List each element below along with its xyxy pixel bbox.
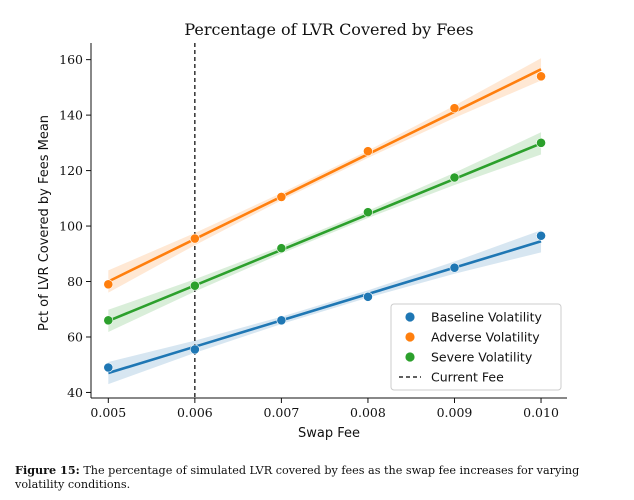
- y-tick-label-4: 120: [59, 163, 83, 178]
- legend-label-3: Current Fee: [431, 370, 504, 385]
- y-tick-label-1: 60: [67, 329, 83, 344]
- legend-label-2: Severe Volatility: [431, 350, 533, 365]
- y-axis-label: Pct of LVR Covered by Fees Mean: [37, 115, 52, 331]
- y-tick-label-0: 40: [67, 385, 83, 400]
- data-point-0-3: [363, 291, 373, 302]
- caption-text: The percentage of simulated LVR covered …: [15, 464, 580, 491]
- data-point-2-3: [363, 207, 373, 218]
- regression-line-2: [107, 142, 542, 323]
- data-point-2-4: [449, 172, 460, 183]
- x-tick-label-0: 0.005: [90, 405, 126, 420]
- axes: 0.005 0.006 0.007 0.008 0.009 0.010 40 60 80 100 1…: [59, 43, 567, 420]
- legend-label-0: Baseline Volatility: [431, 310, 543, 325]
- plot-area: [103, 43, 546, 398]
- data-point-1-2: [276, 192, 287, 202]
- data-point-0-0: [103, 362, 114, 373]
- data-point-1-5: [536, 71, 546, 82]
- data-point-0-4: [449, 262, 460, 273]
- data-point-1-1: [189, 233, 200, 244]
- x-tick-label-5: 0.010: [523, 405, 559, 420]
- data-point-0-1: [189, 344, 200, 355]
- y-tick-label-3: 100: [59, 219, 83, 234]
- data-point-2-5: [536, 137, 546, 148]
- data-point-2-1: [189, 280, 200, 291]
- legend-marker-2: [405, 352, 415, 362]
- data-point-1-4: [449, 103, 460, 114]
- x-tick-label-1: 0.006: [177, 405, 213, 420]
- legend: Baseline Volatility Adverse Volatility Sev…: [390, 303, 562, 391]
- legend-marker-1: [405, 332, 415, 342]
- data-point-2-0: [103, 315, 114, 326]
- caption-label: Figure 15:: [15, 463, 80, 477]
- legend-box: [390, 303, 562, 391]
- legend-label-1: Adverse Volatility: [431, 330, 540, 345]
- x-tick-label-2: 0.007: [264, 405, 300, 420]
- x-tick-label-4: 0.009: [437, 405, 473, 420]
- regression-line-0: [107, 240, 542, 375]
- chart-title: Percentage of LVR Covered by Fees: [184, 20, 473, 39]
- data-point-1-0: [103, 279, 114, 290]
- figure-caption: Figure 15: The percentage of simulated L…: [15, 463, 625, 492]
- y-tick-label-6: 160: [59, 52, 83, 67]
- chart: Percentage of LVR Covered by Fees Pct of…: [37, 20, 567, 441]
- regression-line-1: [107, 68, 542, 283]
- x-tick-label-3: 0.008: [350, 405, 386, 420]
- data-point-2-2: [276, 243, 287, 254]
- data-point-1-3: [363, 146, 373, 157]
- legend-marker-0: [405, 312, 415, 322]
- y-tick-label-2: 80: [67, 274, 83, 289]
- data-point-0-2: [276, 315, 287, 326]
- data-point-0-5: [536, 230, 546, 241]
- y-tick-label-5: 140: [59, 108, 83, 123]
- x-axis-label: Swap Fee: [298, 426, 360, 441]
